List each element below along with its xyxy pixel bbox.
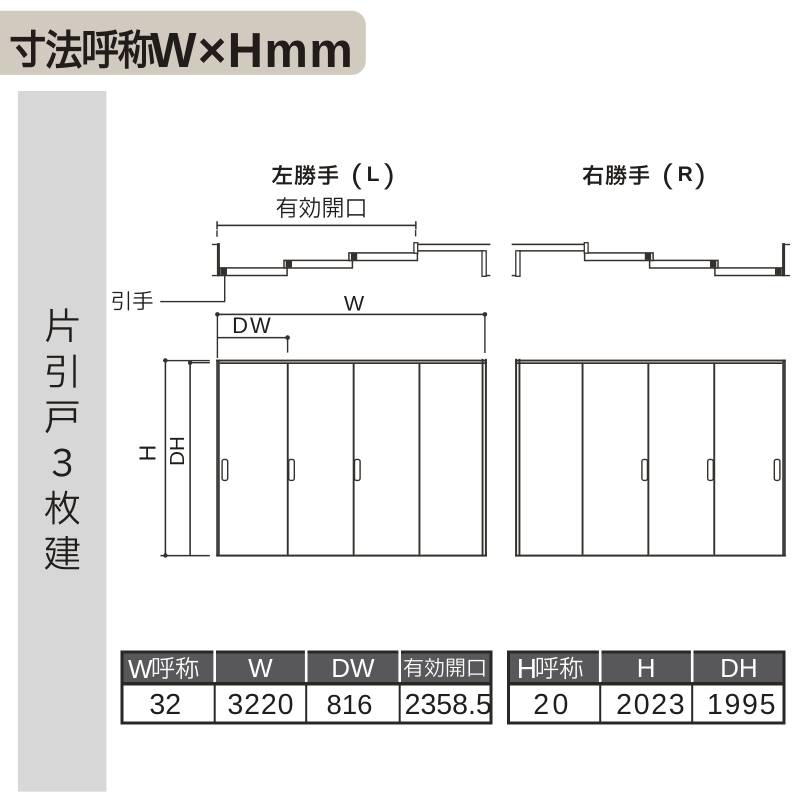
svg-text:W: W	[344, 292, 365, 316]
svg-text:R: R	[678, 163, 693, 186]
svg-text:L: L	[367, 163, 380, 186]
svg-text:H: H	[637, 653, 656, 683]
svg-text:20: 20	[533, 689, 572, 721]
svg-text:W: W	[248, 653, 273, 683]
svg-text:DH: DH	[720, 653, 758, 683]
svg-text:816: 816	[327, 689, 373, 720]
svg-text:W×Hmm: W×Hmm	[150, 24, 354, 78]
svg-text:DH: DH	[166, 436, 189, 466]
svg-text:2023: 2023	[616, 689, 686, 721]
svg-text:DW: DW	[232, 313, 273, 338]
svg-text:DW: DW	[331, 653, 375, 683]
svg-text:32: 32	[149, 689, 181, 721]
svg-text:3220: 3220	[227, 689, 294, 721]
svg-text:W: W	[128, 654, 153, 684]
svg-text:H: H	[517, 653, 537, 684]
svg-text:2358.5: 2358.5	[405, 689, 492, 721]
svg-text:H: H	[135, 445, 161, 462]
svg-text:1995: 1995	[707, 689, 777, 721]
